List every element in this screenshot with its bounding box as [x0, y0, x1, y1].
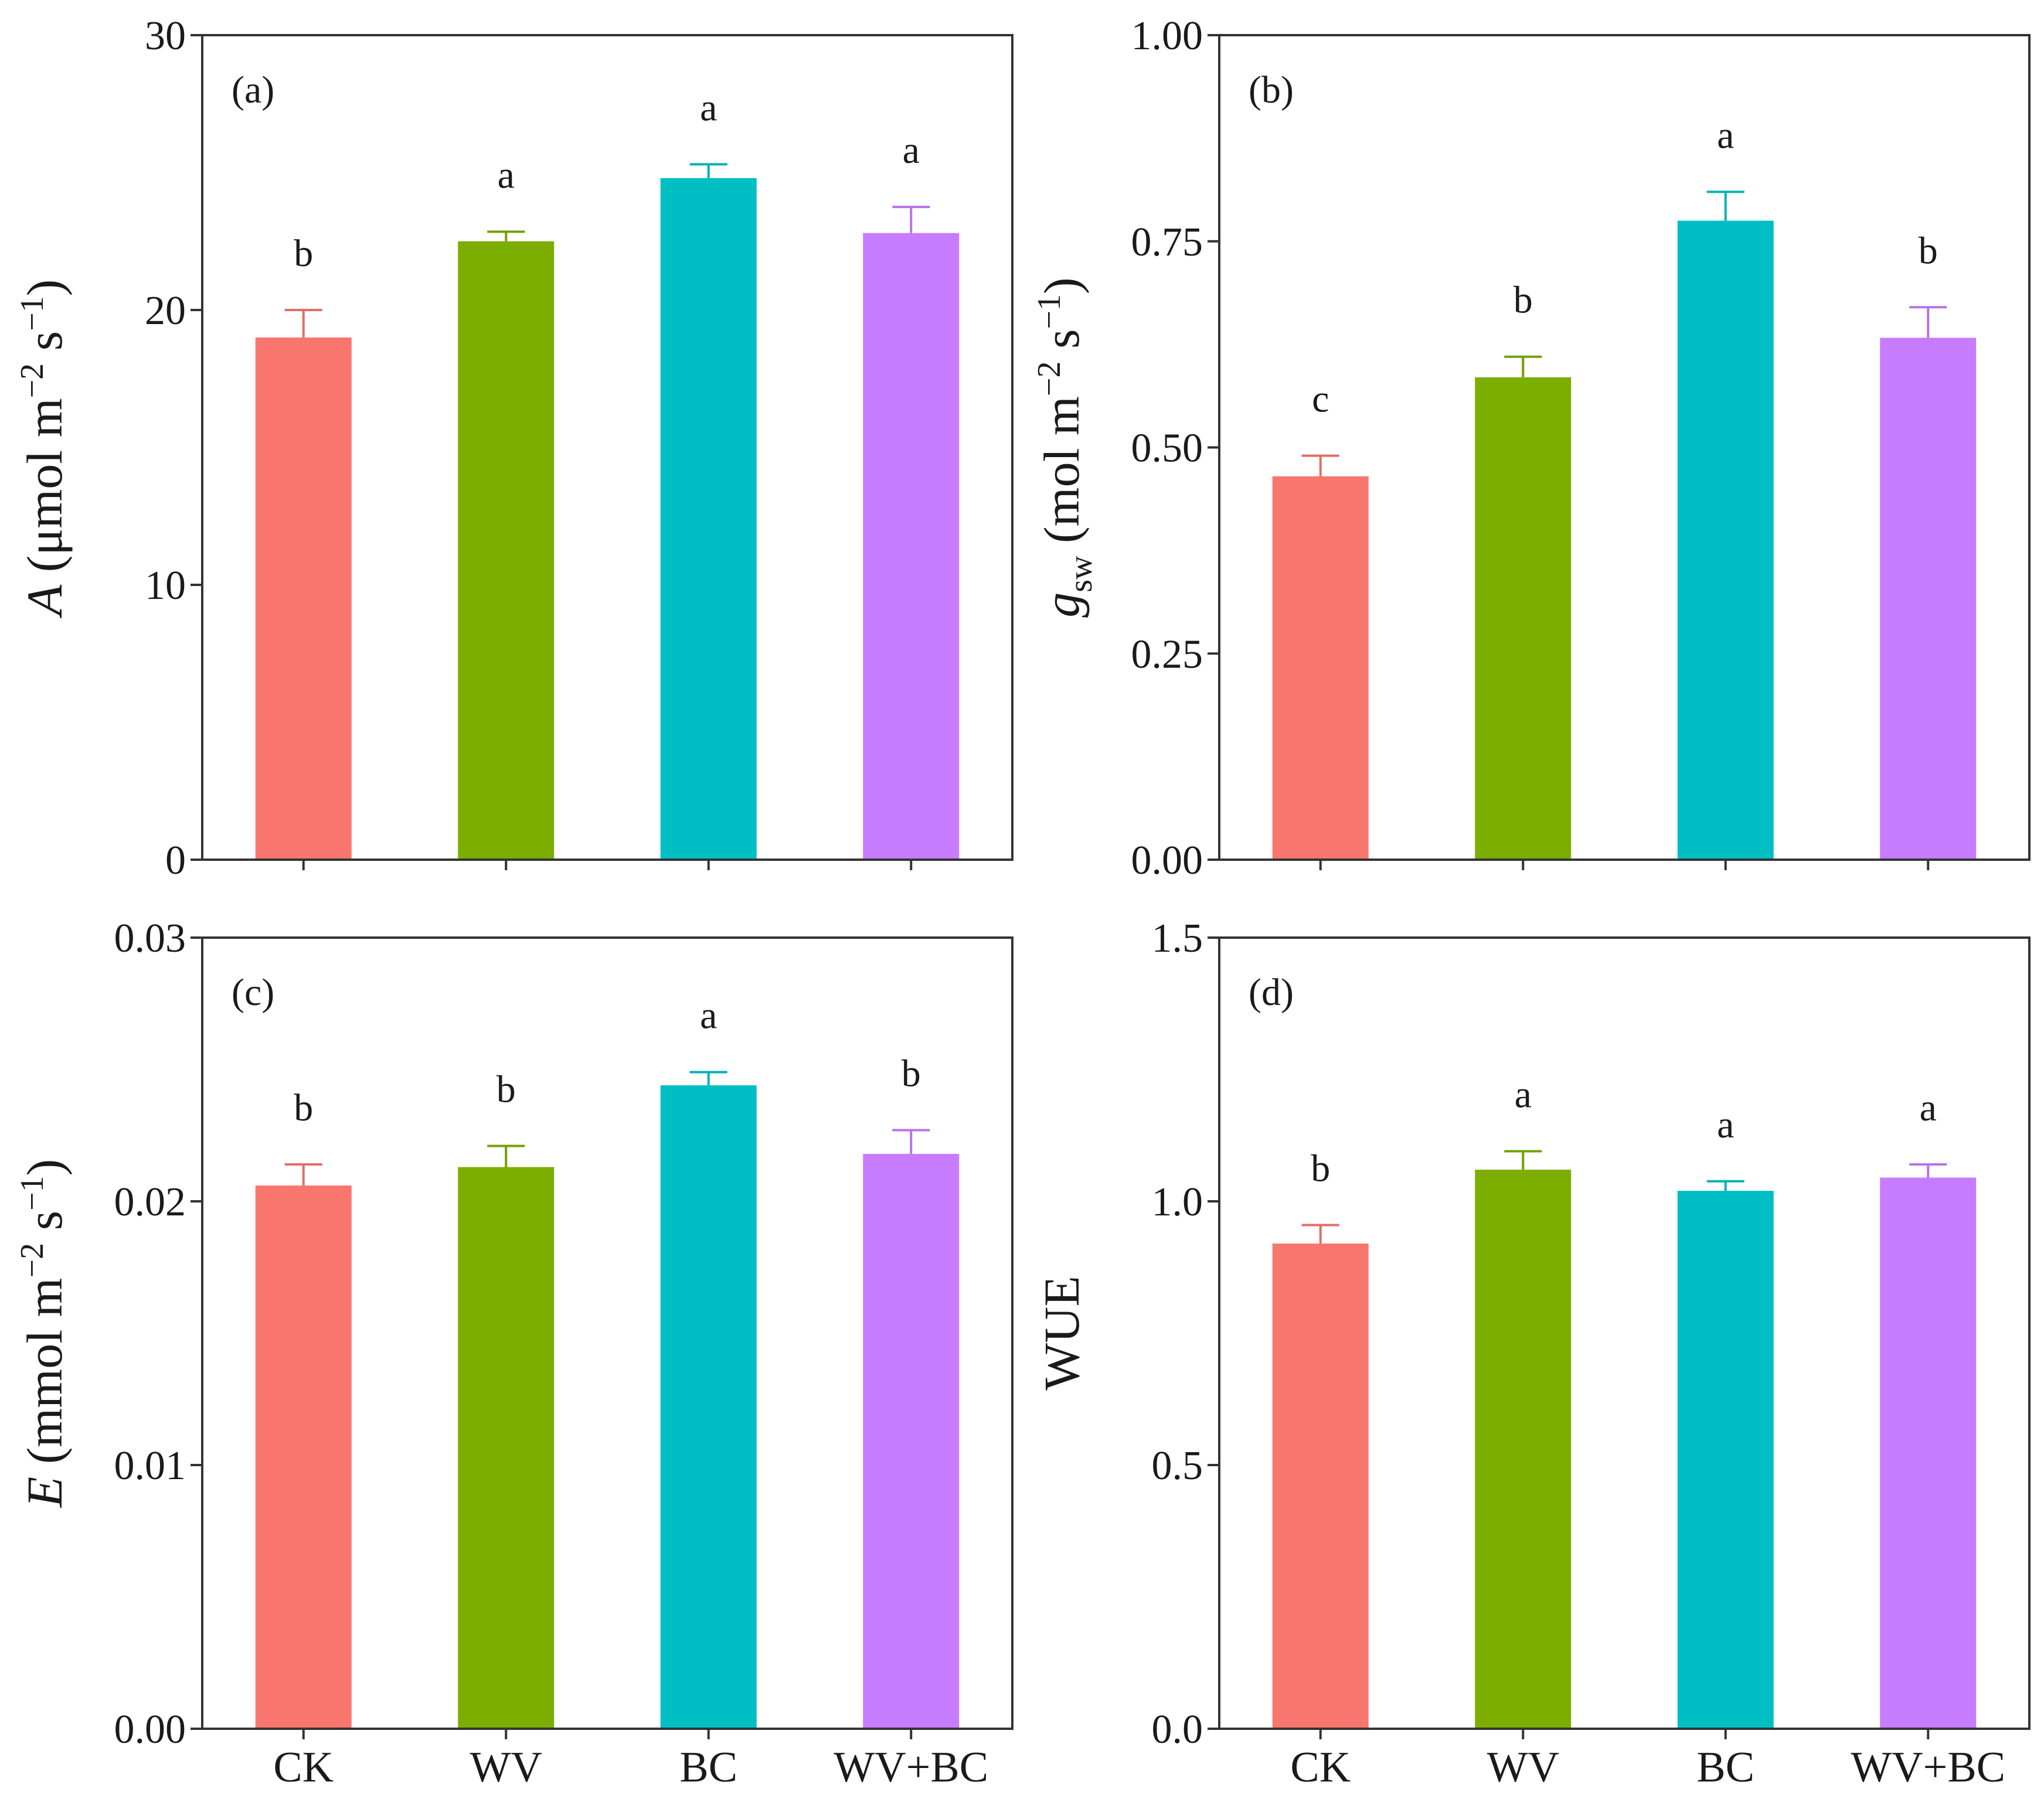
- bar-wv: [1475, 377, 1572, 860]
- y-tick-label: 0.00: [114, 1707, 186, 1752]
- significance-letter: a: [903, 129, 920, 172]
- panel-tag: (a): [232, 69, 274, 111]
- significance-letter: a: [498, 154, 515, 196]
- plot-frame: [201, 936, 1014, 1730]
- significance-letter: a: [700, 86, 717, 129]
- significance-letter: b: [1514, 279, 1533, 322]
- y-tick-label: 1.5: [1152, 916, 1203, 961]
- significance-letter: c: [1312, 378, 1329, 421]
- y-axis-label: A (μmol m−2 s−1): [14, 280, 73, 619]
- chart-panel-a: b a a a 0 10 20 30 (a) A (μmol m−2 s−1): [14, 13, 1014, 883]
- bar-wv: [458, 1167, 555, 1729]
- y-tick-label: 0: [165, 838, 186, 883]
- significance-letter: b: [496, 1068, 516, 1111]
- bar-ck: [255, 337, 352, 860]
- plot-frame: [1218, 936, 2031, 1730]
- error-bar: [1909, 1163, 1947, 1178]
- error-bar: [1301, 1224, 1339, 1244]
- error-bar: [689, 163, 727, 178]
- significance-letter: a: [1717, 1103, 1734, 1146]
- error-bar: [1706, 190, 1744, 221]
- panel-tag: (d): [1249, 971, 1294, 1014]
- x-tick-label: WV: [470, 1743, 542, 1791]
- y-axis-label: E (mmol m−2 s−1): [14, 1159, 73, 1509]
- y-tick-label: 30: [145, 13, 186, 59]
- y-tick-label: 0.25: [1131, 632, 1203, 677]
- error-bar: [689, 1071, 727, 1085]
- bar-ck: [255, 1186, 352, 1729]
- error-bar: [892, 1129, 930, 1154]
- error-bar: [487, 230, 525, 241]
- chart-panel-b: c b a b 0.00 0.25 0.50 0.75 1.00 (b) gsw (mol m−2 …: [1031, 13, 2031, 883]
- error-bar: [487, 1144, 525, 1167]
- y-tick-label: 0.00: [1131, 838, 1203, 883]
- plot-frame: [201, 34, 1014, 861]
- y-tick-label: 10: [145, 563, 186, 608]
- chart-panel-d: b a a a 0.0 0.5 1.0 1.5 CK WV BC WV+BC (d) WUE: [1033, 916, 2031, 1791]
- panel-tag: (b): [1249, 69, 1294, 111]
- bar-bc: [660, 1085, 757, 1729]
- y-tick-label: 0.02: [114, 1180, 186, 1225]
- bar-ck: [1272, 1244, 1369, 1729]
- significance-letter: a: [1920, 1086, 1937, 1129]
- x-tick-label: WV+BC: [1851, 1743, 2005, 1791]
- error-bar: [284, 1163, 322, 1186]
- bar-wv: [458, 241, 555, 860]
- x-tick-label: BC: [679, 1743, 737, 1791]
- x-tick-label: WV: [1487, 1743, 1559, 1791]
- y-tick-label: 1.0: [1152, 1180, 1203, 1225]
- error-bar: [1504, 1150, 1542, 1170]
- bar-wv-plus-bc: [863, 1154, 960, 1729]
- y-axis-label: gsw (mol m−2 s−1): [1031, 277, 1099, 617]
- bar-bc: [660, 178, 757, 860]
- significance-letter: a: [700, 994, 717, 1037]
- x-tick-label: BC: [1696, 1743, 1754, 1791]
- bar-bc: [1677, 220, 1774, 860]
- significance-letter: a: [1717, 114, 1734, 156]
- y-tick-label: 0.5: [1152, 1443, 1203, 1488]
- y-axis-label: WUE: [1033, 1276, 1090, 1391]
- y-tick-label: 0.03: [114, 916, 186, 961]
- bar-bc: [1677, 1191, 1774, 1729]
- error-bar: [1909, 306, 1947, 338]
- y-tick-label: 0.0: [1152, 1707, 1203, 1752]
- y-tick-label: 0.75: [1131, 220, 1203, 265]
- error-bar: [892, 206, 930, 233]
- bar-wv-plus-bc: [863, 233, 960, 860]
- bar-ck: [1272, 476, 1369, 860]
- significance-letter: b: [294, 1086, 313, 1129]
- error-bar: [1301, 454, 1339, 476]
- error-bar: [284, 309, 322, 338]
- significance-letter: a: [1515, 1074, 1532, 1116]
- error-bar: [1706, 1180, 1744, 1191]
- chart-panel-c: b b a b 0.00 0.01 0.02 0.03 CK WV BC WV+BC (c) E (mmo…: [14, 916, 1014, 1791]
- error-bar: [1504, 355, 1542, 377]
- panel-tag: (c): [232, 971, 274, 1014]
- y-tick-label: 0.01: [114, 1443, 186, 1488]
- bar-wv-plus-bc: [1880, 1177, 1977, 1729]
- bar-wv-plus-bc: [1880, 338, 1977, 860]
- y-tick-label: 1.00: [1131, 13, 1203, 59]
- y-tick-label: 20: [145, 288, 186, 333]
- significance-letter: b: [1919, 229, 1938, 272]
- x-tick-label: WV+BC: [834, 1743, 988, 1791]
- significance-letter: b: [294, 232, 313, 275]
- x-tick-label: CK: [1290, 1743, 1351, 1791]
- x-tick-label: CK: [273, 1743, 334, 1791]
- significance-letter: b: [1311, 1147, 1330, 1190]
- significance-letter: b: [902, 1052, 921, 1095]
- bar-wv: [1475, 1170, 1572, 1729]
- y-tick-label: 0.50: [1131, 426, 1203, 471]
